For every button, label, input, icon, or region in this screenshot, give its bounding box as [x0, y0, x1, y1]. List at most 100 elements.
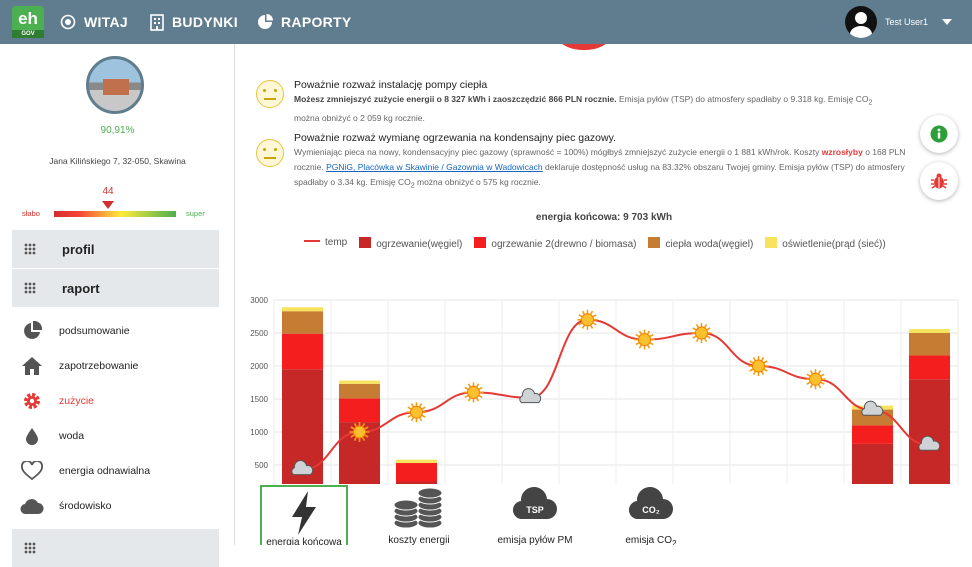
info-button[interactable] [920, 115, 958, 153]
tile-emisja-co2[interactable]: CO₂ emisja CO2 [606, 485, 696, 545]
tip-part: deklaruje dostępność usług na 83.32% obs… [294, 162, 905, 187]
recommendation-heat-pump: Poważnie rozważ instalację pompy ciepła … [256, 78, 956, 126]
y-tick-label: 2500 [250, 329, 268, 338]
report-bug-button[interactable] [920, 162, 958, 200]
legend-label: ogrzewanie 2(drewno / biomasa) [491, 239, 637, 250]
radio-circle-icon [60, 14, 76, 30]
grid-icon [24, 243, 36, 255]
menu-srodowisko[interactable]: środowisko [20, 496, 112, 516]
y-tick-label: 2000 [250, 362, 268, 371]
legend-item-temp[interactable]: temp [304, 237, 347, 250]
bar-segment [851, 443, 894, 484]
legend-label: ogrzewanie(węgiel) [376, 239, 463, 250]
menu-zuzycie[interactable]: zużycie [20, 391, 94, 411]
info-icon [930, 125, 948, 143]
section-raport[interactable]: raport [12, 269, 219, 307]
bar-segment [281, 311, 324, 334]
tsp-badge: TSP [526, 505, 544, 515]
tile-label: emisja CO2 [606, 535, 696, 545]
menu-label: woda [59, 430, 85, 442]
bar-segment [908, 355, 951, 380]
tile-koszty-energii[interactable]: koszty energii [374, 485, 464, 545]
legend-item[interactable]: ogrzewanie(węgiel) [347, 237, 462, 250]
tip-text: Wymieniając pieca na nowy, kondensacyjny… [294, 145, 934, 194]
section-next[interactable] [12, 529, 219, 567]
heart-icon [20, 461, 44, 481]
legend-label: ciepła woda(węgiel) [665, 239, 754, 250]
legend-item[interactable]: oświetlenie(prąd (sieć)) [753, 237, 886, 250]
neutral-face-icon [256, 80, 284, 108]
cloud-weather-icon [918, 435, 941, 451]
y-tick-label: 1000 [250, 428, 268, 437]
provider-link[interactable]: PGNiG, Placówka w Skawinie / Gazownia w … [326, 162, 543, 172]
y-tick-label: 1500 [250, 395, 268, 404]
legend-swatch [474, 237, 487, 248]
tip-emission: Emisja pyłów (TSP) do atmosfery spadłaby… [616, 94, 869, 104]
legend-item[interactable]: ogrzewanie 2(drewno / biomasa) [462, 237, 636, 250]
scale-marker-icon [102, 201, 114, 209]
tile-label-sub: 2 [672, 538, 677, 545]
pie-icon [20, 321, 44, 341]
efficiency-score: 90,91% [100, 125, 135, 136]
co2-cloud-icon: CO₂ [628, 486, 673, 520]
chevron-down-icon [942, 19, 952, 25]
tsp-cloud-icon: TSP [512, 486, 557, 520]
sun-icon [805, 369, 826, 390]
bar-segment [395, 481, 438, 484]
nav-budynki[interactable]: BUDYNKI [150, 0, 238, 44]
cloud-icon [20, 496, 44, 516]
tile-label: emisja pyłów PM [497, 535, 573, 545]
menu-label: podsumowanie [59, 325, 130, 337]
bar-segment [908, 329, 951, 333]
y-tick-label: 3000 [250, 296, 268, 305]
menu-label: środowisko [59, 500, 112, 512]
energy-chart: 050010001500200025003000styczeńlutymarze… [250, 296, 959, 484]
bar-segment [395, 459, 438, 464]
building-icon [150, 13, 164, 31]
bar-segment [395, 463, 438, 482]
nav-label: WITAJ [84, 14, 129, 30]
logo-text: eh [18, 9, 38, 28]
cloud-weather-icon [519, 388, 542, 404]
co2-badge: CO₂ [642, 505, 660, 515]
tile-energia-koncowa[interactable]: energia końcowa [260, 485, 348, 545]
main-content: Poważnie rozważ instalację pompy ciepła … [236, 44, 972, 545]
sun-icon [577, 309, 598, 330]
chart-title: energia końcowa: 9 703 kWh [535, 212, 673, 223]
sun-icon [634, 329, 655, 350]
tip-highlight: wzrosłyby [821, 147, 863, 157]
gauge-fragment [546, 44, 622, 50]
sidebar: 90,91% Jana Kilińskiego 7, 32-050, Skawi… [0, 44, 235, 567]
menu-woda[interactable]: woda [20, 426, 84, 446]
pie-chart-icon [258, 14, 273, 29]
bar-segment [338, 398, 381, 423]
nav-raporty[interactable]: RAPORTY [257, 0, 352, 44]
recommendation-gas-boiler: Poważnie rozważ wymianę ogrzewania na ko… [256, 131, 956, 194]
menu-energia-odnawialna[interactable]: energia odnawialna [20, 461, 150, 481]
neutral-face-icon [256, 139, 284, 167]
scale-value: 44 [102, 186, 114, 197]
menu-zapotrzebowanie[interactable]: zapotrzebowanie [20, 356, 138, 376]
chart-legend: temp ogrzewanie(węgiel) ogrzewanie 2(drewn… [304, 237, 886, 250]
sun-icon [406, 402, 427, 423]
user-menu[interactable]: Test User1 [844, 6, 952, 38]
building-photo [86, 56, 144, 114]
bar-segment [281, 333, 324, 370]
nav-label: RAPORTY [281, 14, 352, 30]
section-profil[interactable]: profil [12, 230, 219, 268]
legend-label: oświetlenie(prąd (sieć)) [782, 239, 886, 250]
legend-swatch [765, 237, 778, 248]
bar-segment [338, 380, 381, 384]
cloud-weather-icon [861, 400, 884, 416]
legend-item[interactable]: ciepła woda(węgiel) [636, 237, 753, 250]
grid-icon [24, 282, 36, 294]
nav-witaj[interactable]: WITAJ [60, 0, 128, 44]
menu-podsumowanie[interactable]: podsumowanie [20, 321, 130, 341]
sun-icon [691, 323, 712, 343]
tip-text: Możesz zmniejszyć zużycie energii o 8 32… [294, 92, 934, 126]
tile-emisja-pylow[interactable]: TSP emisja pyłów PM [490, 485, 580, 545]
section-label: profil [62, 241, 95, 257]
menu-label: energia odnawialna [59, 465, 151, 477]
tip-part: można obniżyć o 575 kg rocznie. [414, 177, 541, 187]
app-logo[interactable]: eh GOV [12, 6, 44, 38]
